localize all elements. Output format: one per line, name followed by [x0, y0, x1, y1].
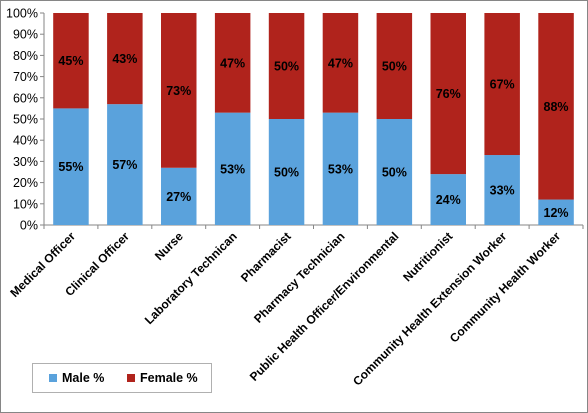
bar-segment-female — [214, 13, 251, 113]
data-label-female: 50% — [274, 60, 299, 74]
bar-segment-male — [268, 119, 305, 225]
legend-item-female: Female % — [127, 371, 198, 385]
legend-label-male: Male % — [62, 371, 105, 385]
bar-segment-male — [322, 112, 359, 225]
y-tick-label: 40% — [13, 134, 38, 148]
y-tick-label: 60% — [13, 91, 38, 105]
data-label-male: 57% — [112, 158, 137, 172]
x-category-label: Pharmacy Technician — [251, 229, 348, 326]
chart-legend: Male % Female % — [32, 363, 212, 393]
data-label-male: 33% — [490, 184, 515, 198]
y-tick-label: 0% — [20, 219, 38, 233]
data-label-female: 50% — [382, 60, 407, 74]
bar-segment-male — [538, 199, 574, 225]
y-tick-label: 50% — [13, 113, 38, 127]
y-tick-label: 20% — [13, 176, 38, 190]
bar-segment-male — [430, 174, 466, 225]
bar-segment-male — [214, 112, 251, 225]
bar-segment-male — [107, 104, 143, 225]
data-label-male: 53% — [220, 162, 245, 176]
x-category-label: Community Health Worker — [447, 229, 564, 346]
legend-label-female: Female % — [140, 371, 198, 385]
x-category-label: Laboratory Technican — [142, 229, 240, 327]
data-label-male: 24% — [436, 193, 461, 207]
data-label-female: 67% — [490, 78, 515, 92]
bar-segment-female — [268, 13, 305, 119]
legend-item-male: Male % — [49, 371, 104, 385]
bar-segment-male — [484, 155, 520, 225]
bar-segment-female — [53, 13, 89, 109]
x-category-label: Nutritionist — [400, 229, 455, 284]
data-label-female: 88% — [544, 100, 569, 114]
data-label-male: 12% — [544, 206, 569, 220]
legend-swatch-female — [127, 373, 135, 382]
bar-segment-male — [53, 108, 89, 225]
data-label-female: 43% — [112, 52, 137, 66]
data-label-female: 45% — [58, 54, 83, 68]
y-tick-label: 70% — [13, 70, 38, 84]
y-tick-label: 80% — [13, 49, 38, 63]
bar-segment-female — [484, 13, 520, 156]
legend-swatch-male — [49, 373, 57, 382]
data-label-female: 47% — [220, 56, 245, 70]
y-tick-label: 10% — [13, 197, 38, 211]
bar-segment-female — [376, 13, 413, 119]
data-label-male: 50% — [274, 166, 299, 180]
data-label-male: 55% — [58, 160, 83, 174]
y-tick-label: 100% — [6, 7, 38, 21]
y-tick-label: 30% — [13, 155, 38, 169]
bar-segment-female — [538, 13, 574, 200]
data-label-male: 53% — [328, 162, 353, 176]
bar-segment-female — [322, 13, 359, 113]
data-label-female: 73% — [166, 84, 191, 98]
bar-segment-male — [376, 119, 413, 225]
data-label-male: 50% — [382, 166, 407, 180]
x-category-label: Pharmacist — [238, 229, 294, 285]
y-tick-label: 90% — [13, 28, 38, 42]
bar-segment-male — [161, 167, 197, 225]
bar-segment-female — [107, 13, 143, 105]
x-category-label: Nurse — [152, 229, 186, 263]
data-label-female: 76% — [436, 87, 461, 101]
data-label-female: 47% — [328, 56, 353, 70]
data-label-male: 27% — [166, 190, 191, 204]
bar-segment-female — [161, 13, 197, 168]
bar-segment-female — [430, 13, 466, 175]
